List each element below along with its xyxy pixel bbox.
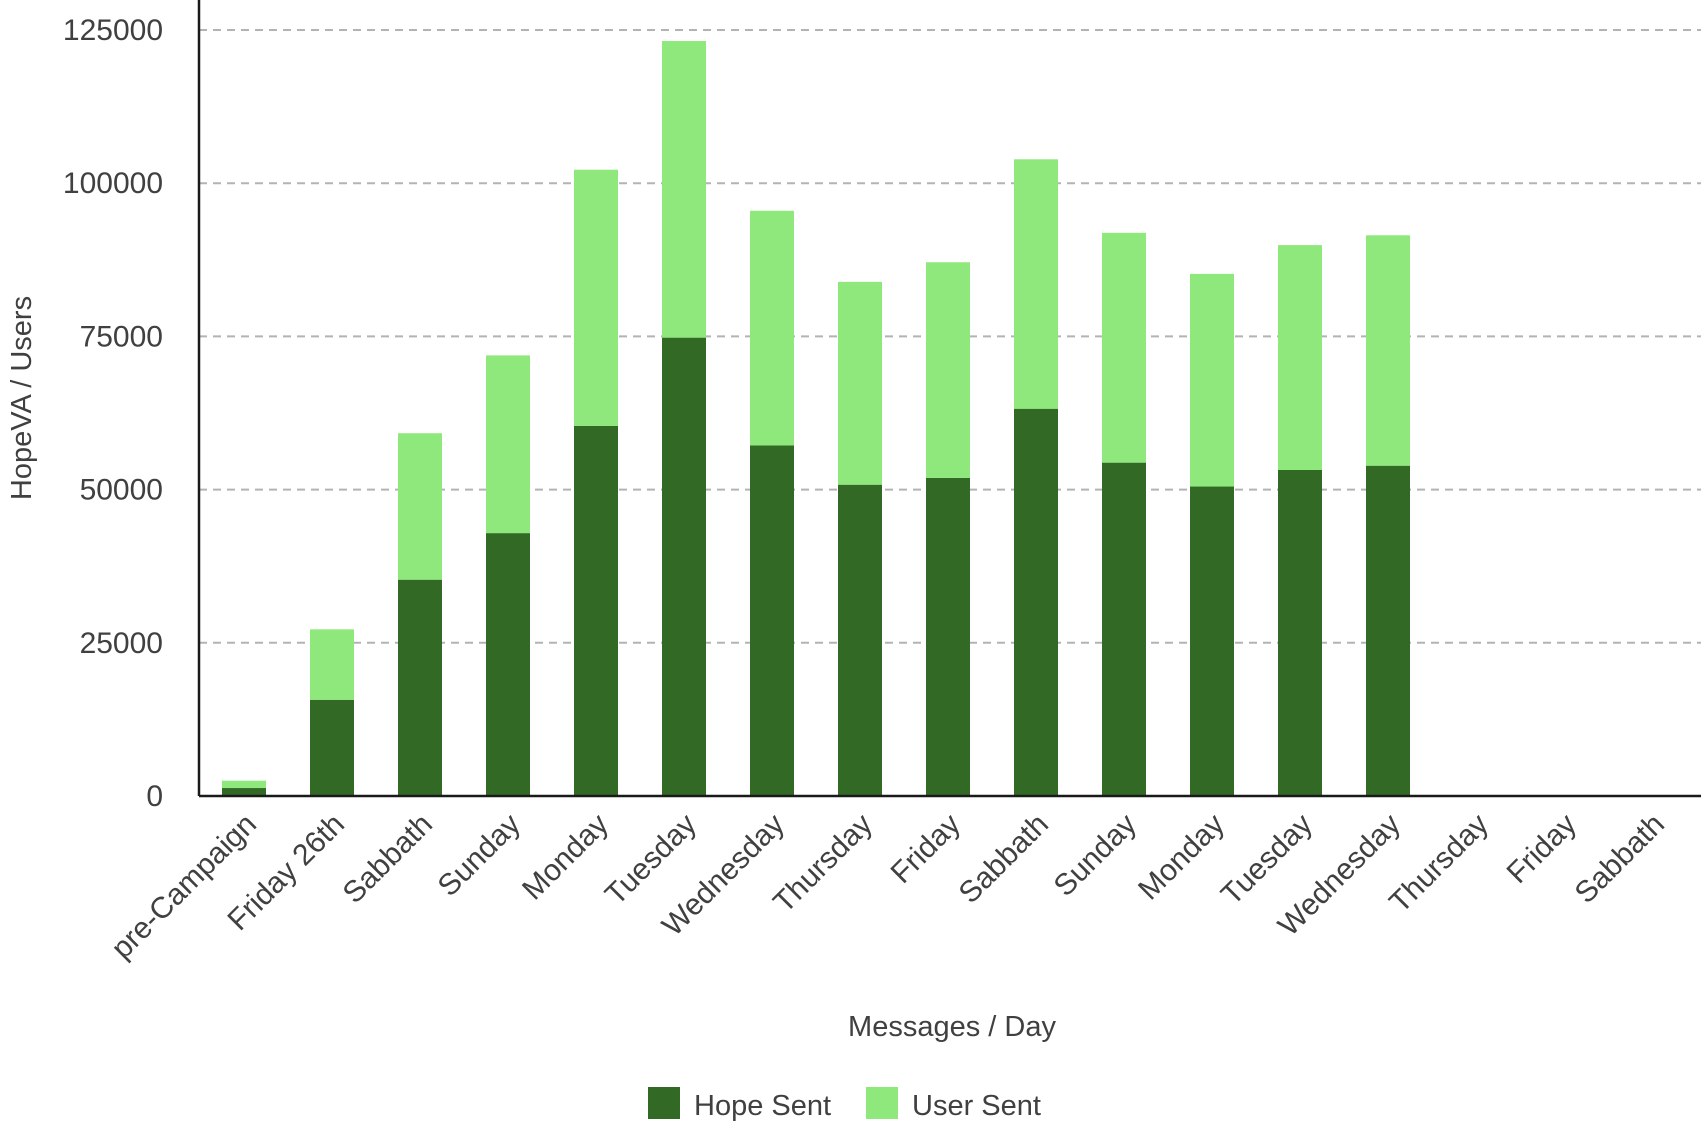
bar-user-sent (1014, 159, 1058, 409)
bar-hope-sent (310, 699, 354, 796)
bar-hope-sent (1102, 462, 1146, 796)
bar-hope-sent (222, 788, 266, 796)
legend: Hope Sent User Sent (648, 1087, 1041, 1122)
legend-swatch-user-sent (866, 1087, 898, 1119)
bar-hope-sent (926, 477, 970, 796)
bar-user-sent (1278, 245, 1322, 470)
bar-user-sent (1102, 232, 1146, 463)
legend-label-user-sent: User Sent (912, 1090, 1041, 1122)
x-tick-label: Friday (1501, 808, 1583, 890)
bar-user-sent (222, 780, 266, 789)
y-tick-label: 50000 (80, 474, 163, 507)
x-tick-label: Friday (885, 808, 967, 890)
legend-swatch-hope-sent (648, 1087, 680, 1119)
y-tick-label: 75000 (80, 320, 163, 353)
bar-user-sent (662, 41, 706, 338)
bar-user-sent (486, 355, 530, 534)
bar-hope-sent (1014, 408, 1058, 796)
bar-hope-sent (662, 337, 706, 796)
gridlines (199, 29, 1701, 644)
bar-hope-sent (838, 484, 882, 796)
legend-label-hope-sent: Hope Sent (694, 1090, 831, 1122)
bar-hope-sent (486, 533, 530, 796)
x-tick-label: Monday (516, 808, 615, 907)
bar-user-sent (926, 262, 970, 478)
x-tick-label: pre-Campaign (105, 808, 263, 966)
y-tick-label: 0 (146, 780, 163, 813)
bar-user-sent (750, 210, 794, 446)
bar-user-sent (398, 433, 442, 580)
x-tick-label: Sunday (432, 808, 527, 903)
bar-user-sent (838, 281, 882, 485)
y-axis-title: HopeVA / Users (6, 296, 38, 500)
x-axis-title: Messages / Day (848, 1011, 1056, 1043)
bar-hope-sent (750, 445, 794, 796)
x-tick-label: Sabbath (953, 808, 1055, 910)
y-tick-label: 25000 (80, 627, 163, 660)
bar-hope-sent (1366, 465, 1410, 796)
bar-user-sent (1190, 273, 1234, 487)
y-tick-label: 100000 (63, 167, 163, 200)
bar-hope-sent (574, 425, 618, 796)
y-tick-labels: 0 25000 50000 75000 100000 125000 (63, 14, 163, 813)
bar-hope-sent (398, 579, 442, 796)
y-tick-label: 125000 (63, 14, 163, 47)
bar-hope-sent (1278, 469, 1322, 796)
x-tick-label: Monday (1132, 808, 1231, 907)
axes (197, 0, 1701, 798)
x-tick-label: Sabbath (337, 808, 439, 910)
bar-user-sent (310, 629, 354, 700)
bar-user-sent (574, 169, 618, 426)
bar-hope-sent (1190, 486, 1234, 796)
bar-user-sent (1366, 235, 1410, 466)
x-tick-label: Sunday (1048, 808, 1143, 903)
x-tick-label: Sabbath (1569, 808, 1671, 910)
bars (222, 41, 1410, 796)
